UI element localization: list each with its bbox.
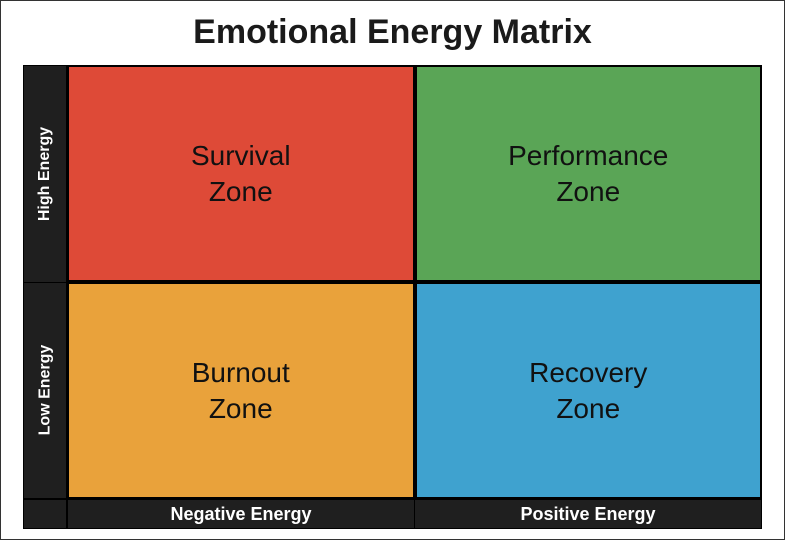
quadrant-grid: Survival Zone Performance Zone Burnout Z…	[67, 65, 762, 499]
y-axis-high-label: High Energy	[36, 127, 54, 221]
y-axis-low: Low Energy	[23, 283, 67, 500]
axis-corner	[23, 499, 67, 529]
quad-performance: Performance Zone	[415, 65, 763, 282]
quad-recovery: Recovery Zone	[415, 282, 763, 499]
quad-recovery-line1: Recovery	[529, 359, 647, 387]
chart-area: High Energy Low Energy Negative Energy P…	[23, 65, 762, 529]
quad-survival-line1: Survival	[191, 142, 291, 170]
y-axis: High Energy Low Energy	[23, 65, 67, 499]
quad-survival: Survival Zone	[67, 65, 415, 282]
y-axis-high: High Energy	[23, 65, 67, 283]
quad-performance-line2: Zone	[556, 178, 620, 206]
quad-recovery-line2: Zone	[556, 395, 620, 423]
quad-survival-line2: Zone	[209, 178, 273, 206]
quad-burnout-line2: Zone	[209, 395, 273, 423]
x-axis: Negative Energy Positive Energy	[67, 499, 762, 529]
x-axis-neg-label: Negative Energy	[170, 504, 311, 525]
y-axis-low-label: Low Energy	[36, 345, 54, 436]
quad-burnout-line1: Burnout	[192, 359, 290, 387]
quad-burnout: Burnout Zone	[67, 282, 415, 499]
diagram-title: Emotional Energy Matrix	[1, 1, 784, 56]
x-axis-pos-label: Positive Energy	[520, 504, 655, 525]
x-axis-neg: Negative Energy	[67, 499, 415, 529]
x-axis-pos: Positive Energy	[415, 499, 762, 529]
quad-performance-line1: Performance	[508, 142, 668, 170]
matrix-frame: Emotional Energy Matrix High Energy Low …	[0, 0, 785, 540]
